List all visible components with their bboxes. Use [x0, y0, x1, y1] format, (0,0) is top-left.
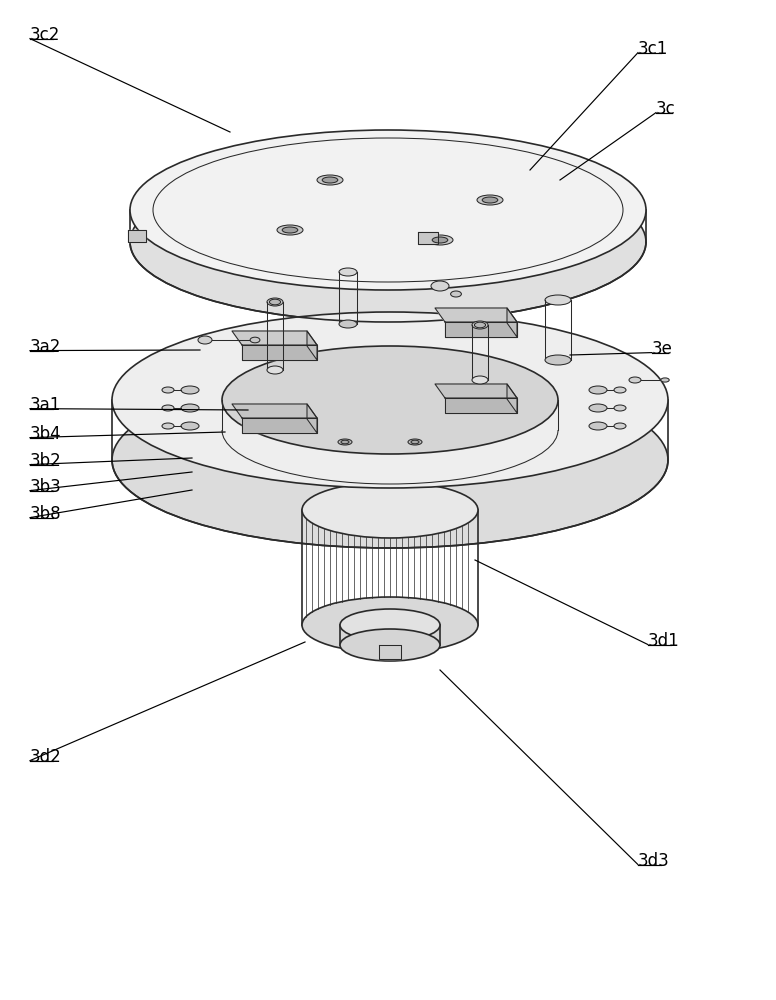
Text: 3e: 3e	[652, 340, 673, 358]
Ellipse shape	[589, 422, 607, 430]
Ellipse shape	[411, 440, 419, 444]
Ellipse shape	[302, 482, 478, 538]
Ellipse shape	[472, 376, 488, 384]
Text: 3d1: 3d1	[648, 632, 680, 650]
Ellipse shape	[339, 268, 357, 276]
Ellipse shape	[130, 130, 646, 290]
Ellipse shape	[112, 372, 668, 548]
Polygon shape	[418, 232, 438, 244]
Polygon shape	[232, 404, 317, 418]
Ellipse shape	[162, 387, 174, 393]
Ellipse shape	[340, 629, 440, 661]
Ellipse shape	[472, 321, 488, 329]
Ellipse shape	[322, 177, 338, 183]
Ellipse shape	[427, 235, 453, 245]
Ellipse shape	[282, 227, 298, 233]
Text: 3c: 3c	[656, 100, 676, 118]
Ellipse shape	[267, 366, 283, 374]
Polygon shape	[379, 645, 401, 659]
Text: 3a1: 3a1	[30, 396, 61, 414]
Text: 3b2: 3b2	[30, 452, 62, 470]
Ellipse shape	[112, 312, 668, 488]
Ellipse shape	[181, 404, 199, 412]
Ellipse shape	[408, 439, 422, 445]
Ellipse shape	[477, 195, 503, 205]
Ellipse shape	[267, 298, 283, 306]
Ellipse shape	[661, 378, 669, 382]
Text: 3c1: 3c1	[638, 40, 668, 58]
Ellipse shape	[474, 322, 486, 328]
Polygon shape	[232, 331, 317, 345]
Ellipse shape	[338, 439, 352, 445]
Polygon shape	[435, 384, 517, 398]
Ellipse shape	[545, 355, 571, 365]
Text: 3b3: 3b3	[30, 478, 62, 496]
Ellipse shape	[250, 337, 260, 343]
Ellipse shape	[614, 423, 626, 429]
Ellipse shape	[482, 197, 497, 203]
Text: 3d3: 3d3	[638, 852, 670, 870]
Polygon shape	[307, 331, 317, 360]
Ellipse shape	[162, 405, 174, 411]
Ellipse shape	[614, 405, 626, 411]
Polygon shape	[445, 398, 517, 413]
Ellipse shape	[451, 291, 462, 297]
Ellipse shape	[340, 609, 440, 641]
Ellipse shape	[181, 422, 199, 430]
Polygon shape	[242, 345, 317, 360]
Ellipse shape	[341, 440, 349, 444]
Ellipse shape	[162, 423, 174, 429]
Polygon shape	[307, 404, 317, 433]
Text: 3b8: 3b8	[30, 505, 61, 523]
Ellipse shape	[431, 281, 449, 291]
Ellipse shape	[302, 597, 478, 653]
Ellipse shape	[130, 162, 646, 322]
Ellipse shape	[181, 386, 199, 394]
Text: 3a2: 3a2	[30, 338, 61, 356]
Ellipse shape	[432, 237, 448, 243]
Polygon shape	[242, 418, 317, 433]
Polygon shape	[507, 308, 517, 337]
Text: 3c2: 3c2	[30, 26, 61, 44]
Ellipse shape	[317, 175, 343, 185]
Polygon shape	[435, 308, 517, 322]
Ellipse shape	[589, 404, 607, 412]
Ellipse shape	[277, 225, 303, 235]
Polygon shape	[445, 322, 517, 337]
Text: 3b4: 3b4	[30, 425, 61, 443]
Ellipse shape	[339, 320, 357, 328]
Ellipse shape	[614, 387, 626, 393]
Ellipse shape	[589, 386, 607, 394]
Ellipse shape	[222, 346, 558, 454]
Ellipse shape	[629, 377, 641, 383]
Polygon shape	[507, 384, 517, 413]
Polygon shape	[128, 230, 146, 242]
Ellipse shape	[545, 295, 571, 305]
Ellipse shape	[269, 299, 281, 305]
Text: 3d2: 3d2	[30, 748, 62, 766]
Ellipse shape	[198, 336, 212, 344]
